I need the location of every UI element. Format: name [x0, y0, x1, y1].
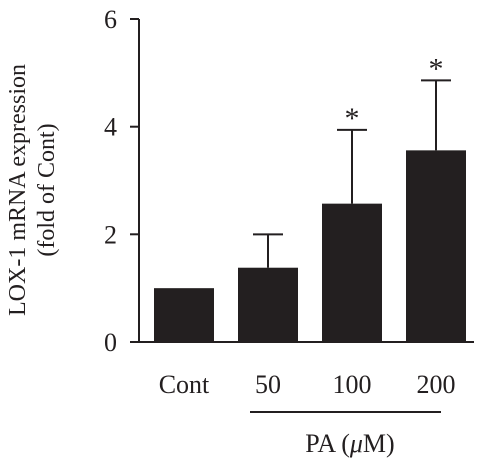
y-axis-title-line-2: (fold of Cont) — [34, 123, 60, 256]
y-tick-label: 0 — [104, 328, 117, 357]
group-label-prefix: PA ( — [305, 429, 350, 458]
y-axis-title: LOX-1 mRNA expression (fold of Cont) — [5, 64, 60, 316]
y-ticks: 0 2 4 6 — [104, 5, 139, 357]
micro-symbol: μ — [349, 429, 363, 458]
error-bars — [253, 79, 451, 268]
x-tick-label-100: 100 — [333, 370, 372, 399]
y-tick-label: 2 — [104, 220, 117, 249]
bar-100 — [322, 203, 382, 342]
y-tick-label: 4 — [104, 113, 117, 142]
y-tick-label: 6 — [104, 5, 117, 34]
bar-200 — [406, 150, 466, 342]
pa-group-label: PA (μM) — [305, 429, 394, 458]
x-tick-label-200: 200 — [417, 370, 456, 399]
x-tick-label-cont: Cont — [159, 370, 210, 399]
significance-markers: ** — [345, 52, 444, 135]
y-axis-title-line-1: LOX-1 mRNA expression — [5, 64, 31, 316]
x-tick-label-50: 50 — [255, 370, 281, 399]
bar-cont — [154, 288, 214, 342]
significance-asterisk-100: * — [345, 102, 360, 135]
significance-asterisk-200: * — [429, 52, 444, 85]
group-label-suffix: M) — [363, 429, 395, 458]
x-category-labels: Cont 50 100 200 — [159, 370, 456, 399]
bar-50 — [238, 267, 298, 342]
bars — [154, 150, 466, 342]
